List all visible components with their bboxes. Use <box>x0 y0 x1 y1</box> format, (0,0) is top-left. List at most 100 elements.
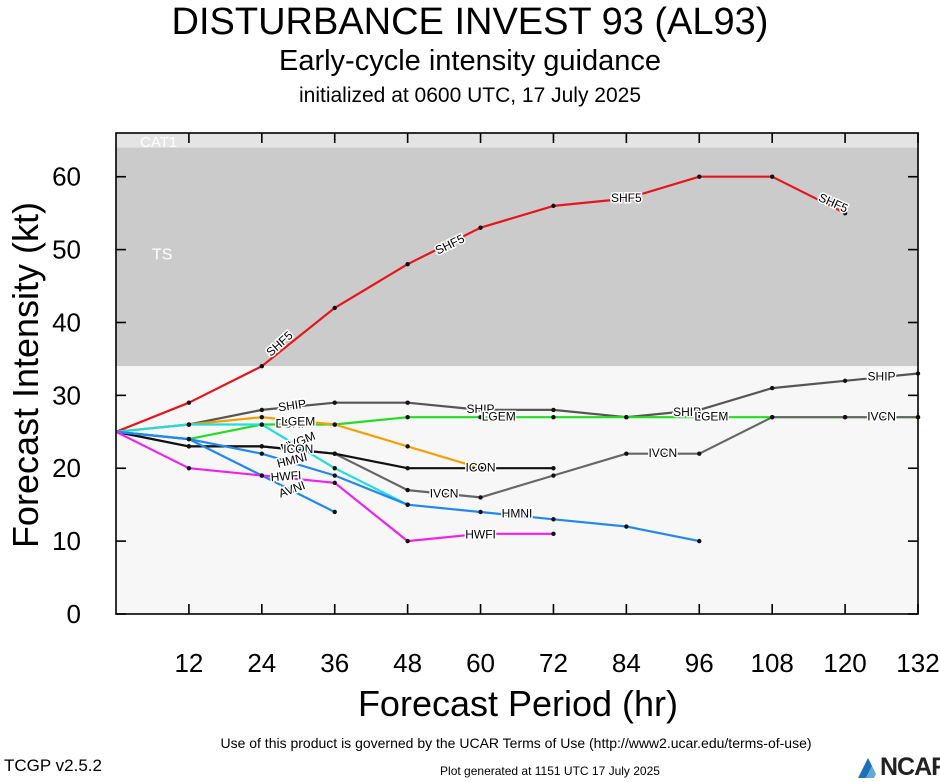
series-label-dshp: DSHP <box>695 409 728 423</box>
data-point-ivcn <box>405 487 410 493</box>
x-tick-label: 84 <box>612 648 641 678</box>
data-point-shf5 <box>405 261 410 267</box>
data-point-icon <box>478 466 483 471</box>
data-point-shf5 <box>769 174 775 179</box>
data-point-hmni <box>697 538 702 544</box>
ncar-logo-icon <box>858 758 876 778</box>
data-point-icon <box>551 466 556 471</box>
series-label-shf5: SHF5 <box>611 191 642 205</box>
x-tick-label: 96 <box>685 648 714 678</box>
data-point-hmni <box>332 473 337 478</box>
data-point-shf5 <box>186 400 192 405</box>
x-tick-label: 132 <box>896 648 939 678</box>
series-label-icon: ICON <box>283 442 313 456</box>
y-tick-label: 50 <box>52 235 81 265</box>
x-axis-label: Forecast Period (hr) <box>357 683 679 724</box>
init-time: initialized at 0600 UTC, 17 July 2025 <box>298 84 642 107</box>
series-label-hmni: HMNI <box>502 506 533 520</box>
y-tick-label: 20 <box>52 453 81 483</box>
data-point-avni <box>332 509 337 515</box>
data-point-hwfi <box>186 466 192 471</box>
data-point-nvgm <box>186 422 192 427</box>
data-point-hwfi <box>405 538 410 544</box>
series-points <box>186 174 921 544</box>
series-label-ship: SHIP <box>673 405 701 419</box>
ncar-logo-text: NCAR <box>880 753 940 781</box>
data-point-hwfi <box>259 473 265 478</box>
chart-axes: 12 24 36 48 60 72 84 96 108 120 132 0 10 20 30 40 50 60 <box>52 132 940 678</box>
chart-title: DISTURBANCE INVEST 93 (AL93) <box>171 1 769 43</box>
y-tick-label: 40 <box>52 307 81 337</box>
data-point-ivcn <box>697 451 702 456</box>
data-point-lgem <box>259 415 265 420</box>
series-label-hwfi: HWFI <box>270 468 302 484</box>
data-point-hmni <box>405 502 410 507</box>
data-point-dshp <box>405 415 410 420</box>
series-label-ivcn: IVCN <box>867 409 896 423</box>
data-point-icon <box>332 451 337 456</box>
data-point-icon <box>186 444 192 449</box>
series-label-lgem: LGEM <box>281 415 315 429</box>
data-point-hmni <box>551 517 556 522</box>
data-point-nvgm <box>259 422 265 427</box>
data-point-shf5 <box>624 196 629 201</box>
y-tick-label: 0 <box>67 599 81 629</box>
data-point-ship <box>405 400 410 405</box>
data-point-ship <box>478 407 483 413</box>
series-line-avni <box>115 430 336 513</box>
data-point-dshp <box>624 415 629 420</box>
generated-time: Plot generated at 1151 UTC 17 July 2025 <box>440 764 660 778</box>
data-point-dshp <box>478 415 483 420</box>
band-label-ts: TS <box>152 247 172 264</box>
ncar-logo: NCAR <box>858 753 940 781</box>
series-label-ship: SHIP <box>277 397 307 415</box>
series-label-ivcn: IVCN <box>648 446 677 460</box>
data-point-hwfi <box>551 531 556 537</box>
x-tick-label: 108 <box>750 648 793 678</box>
data-point-ivcn <box>769 415 775 420</box>
x-tick-label: 12 <box>174 648 203 678</box>
data-point-ivcn <box>842 415 848 420</box>
chart-subtitle: Early-cycle intensity guidance <box>278 45 661 77</box>
series-label-dshp: DSHP <box>482 409 515 423</box>
data-point-shf5 <box>697 174 702 179</box>
data-point-shf5 <box>259 364 265 369</box>
data-point-avni <box>186 436 192 442</box>
x-tick-label: 48 <box>393 648 422 678</box>
series-label-ivcn: IVCN <box>430 487 459 501</box>
data-point-hmni <box>624 524 629 529</box>
data-point-ship <box>259 407 265 413</box>
data-point-icon <box>405 466 410 471</box>
data-point-lgem <box>405 444 410 449</box>
data-point-ship <box>551 407 556 413</box>
y-axis-label: Forecast Intensity (kt) <box>5 201 46 549</box>
version-label: TCGP v2.5.2 <box>4 756 102 775</box>
intensity-bands: TS CAT1 <box>116 133 918 614</box>
data-point-ship <box>697 407 702 413</box>
series-line-ship <box>115 372 919 433</box>
y-tick-label: 30 <box>52 380 81 410</box>
data-point-hmni <box>259 451 265 456</box>
data-point-hmni <box>478 509 483 515</box>
data-point-shf5 <box>478 225 483 230</box>
series-label-hwfi: HWFI <box>465 527 496 541</box>
data-point-lgem <box>332 422 337 427</box>
data-point-nvgm <box>332 466 337 471</box>
series-label-icon: ICON <box>466 460 496 474</box>
x-tick-label: 72 <box>539 648 568 678</box>
series-label-dshp: DSHP <box>276 417 309 431</box>
series-label-ship: SHIP <box>467 402 495 416</box>
data-point-shf5 <box>842 210 848 216</box>
x-tick-label: 120 <box>823 648 866 678</box>
plot-frame <box>115 132 919 615</box>
terms-of-use: Use of this product is governed by the U… <box>220 735 812 751</box>
data-point-ivcn <box>478 495 483 500</box>
data-point-ivcn <box>551 473 556 478</box>
data-point-dshp <box>551 415 556 420</box>
series-label-ship: SHIP <box>868 369 896 383</box>
band-cat1 <box>116 133 918 148</box>
data-point-ivcn <box>624 451 629 456</box>
data-point-hwfi <box>332 480 337 486</box>
y-tick-label: 60 <box>52 162 81 192</box>
